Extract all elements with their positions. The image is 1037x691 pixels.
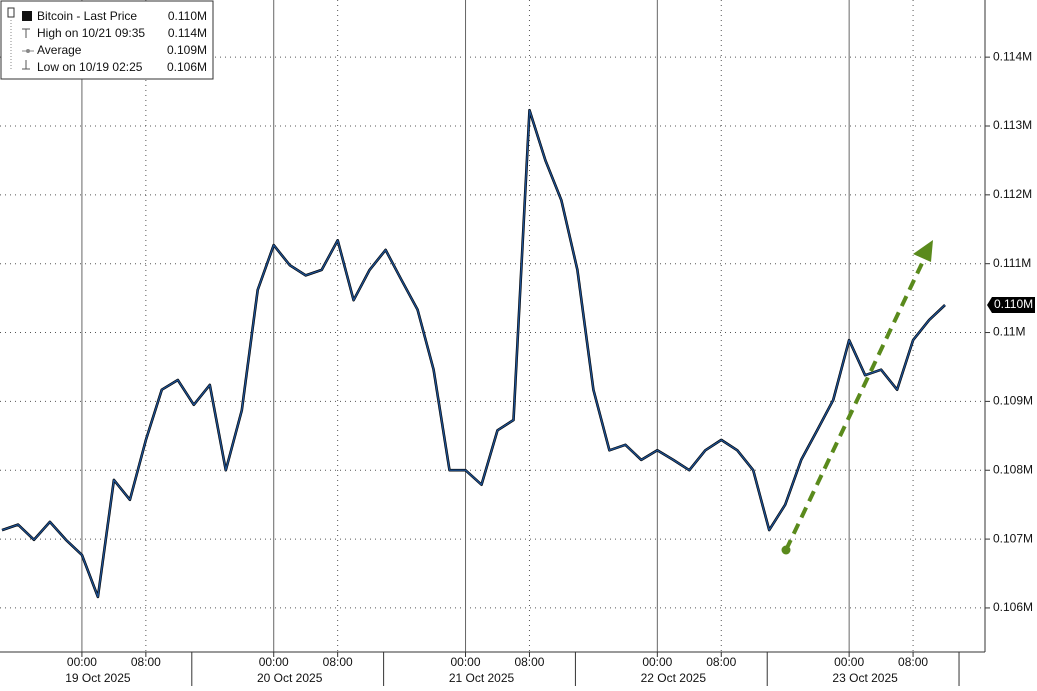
y-tick-label: 0.107M (993, 531, 1033, 545)
x-tick-label: 00:00 (451, 655, 481, 669)
trend-arrow-start (781, 545, 791, 555)
x-tick-label: 00:00 (642, 655, 672, 669)
last-price-label: 0.110M (994, 297, 1033, 311)
x-tick-label: 00:00 (67, 655, 97, 669)
legend-box (0, 0, 214, 80)
y-tick-label: 0.11M (993, 325, 1025, 339)
last-price-tag (987, 297, 1035, 314)
y-tick-label: 0.109M (993, 394, 1033, 408)
y-tick-label: 0.108M (993, 462, 1033, 476)
legend: Bitcoin - Last Price 0.110M High on 10/2… (0, 0, 214, 80)
legend-value: 0.110M (168, 9, 207, 23)
day-label: 23 Oct 2025 (832, 671, 898, 685)
legend-value: 0.114M (168, 26, 207, 40)
legend-low-icon (22, 60, 30, 70)
y-tick-label: 0.113M (993, 118, 1032, 132)
trend-arrow-head (913, 240, 933, 262)
legend-toggle (7, 7, 15, 18)
x-tick-label: 08:00 (898, 655, 928, 669)
x-tick-label: 00:00 (259, 655, 289, 669)
price-line (1, 109, 946, 598)
day-label: 22 Oct 2025 (641, 671, 707, 685)
legend-label: Low on 10/19 02:25 (37, 60, 143, 74)
x-tick-label: 08:00 (323, 655, 353, 669)
x-tick-label: 08:00 (706, 655, 736, 669)
trend-arrow (781, 240, 933, 555)
data-layer (1, 108, 946, 599)
y-tick-label: 0.114M (993, 49, 1032, 63)
legend-label: Bitcoin - Last Price (37, 9, 137, 23)
x-tick-label: 00:00 (834, 655, 864, 669)
day-label: 20 Oct 2025 (257, 671, 323, 685)
legend-high-icon (22, 28, 30, 38)
y-tick-label: 0.112M (993, 187, 1032, 201)
legend-swatch (22, 11, 32, 21)
legend-value: 0.106M (167, 60, 207, 74)
x-tick-label: 08:00 (131, 655, 161, 669)
legend-label: High on 10/21 09:35 (37, 26, 145, 40)
legend-average-dot (26, 49, 30, 53)
day-label: 19 Oct 2025 (65, 671, 131, 685)
grid-layer (0, 0, 985, 652)
legend-value: 0.109M (167, 43, 207, 57)
trend-arrow-line (784, 256, 927, 551)
day-label: 21 Oct 2025 (449, 671, 515, 685)
legend-label: Average (37, 43, 82, 57)
y-tick-label: 0.111M (993, 256, 1031, 270)
x-tick-label: 08:00 (514, 655, 544, 669)
y-tick-label: 0.106M (993, 600, 1033, 614)
